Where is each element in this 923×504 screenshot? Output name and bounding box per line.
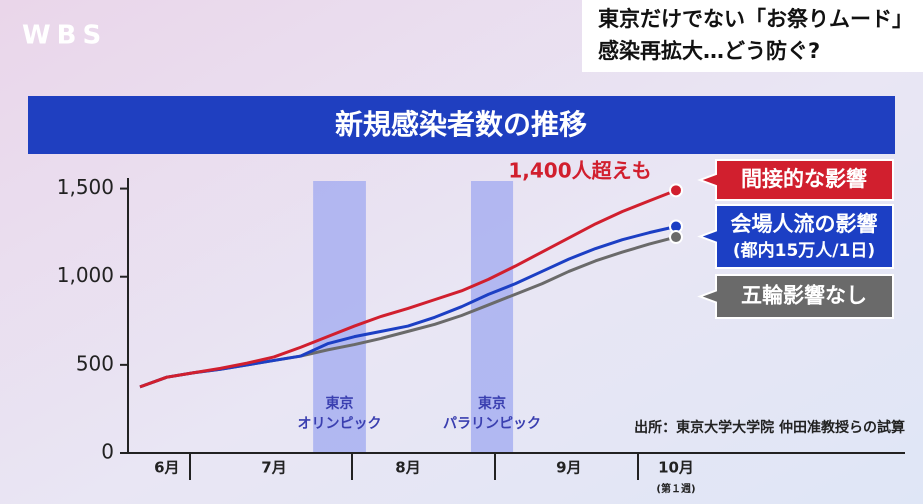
y-tick-label: 1,000 <box>57 263 114 287</box>
legend-label: 間接的な影響 <box>741 167 867 191</box>
series-label-box <box>697 204 894 269</box>
x-tick-label: 10月 <box>658 459 694 477</box>
chart-title: 新規感染者数の推移 <box>335 108 587 141</box>
period-label: 東京 <box>478 395 506 412</box>
legend-label: 五輪影響なし <box>741 284 867 308</box>
end-marker <box>669 183 683 198</box>
x-tick-label: 8月 <box>395 459 420 477</box>
logo: WBS <box>22 21 107 51</box>
headline-box <box>582 0 923 72</box>
y-tick-label: 0 <box>101 440 114 464</box>
x-tick-label: 6月 <box>154 459 179 477</box>
y-tick-label: 1,500 <box>57 175 114 199</box>
series-line <box>139 188 677 389</box>
annotation: 1,400人超えも <box>508 159 651 183</box>
period-label: オリンピック <box>298 416 382 432</box>
x-tick-label: 9月 <box>556 459 581 477</box>
series-label-box <box>697 274 894 319</box>
headline: 東京だけでない「お祭りムード」 <box>598 7 913 31</box>
period-label: パラリンピック <box>443 416 541 432</box>
legend-label: 会場人流の影響 <box>731 212 878 236</box>
headline: 感染再拡大…どう防ぐ? <box>598 39 820 63</box>
x-tick-sublabel: (第１週) <box>656 482 695 495</box>
x-tick-label: 7月 <box>261 459 286 477</box>
series-label-box <box>697 159 894 201</box>
period-label: 東京 <box>326 395 354 412</box>
legend-note: (都内15万人/1日) <box>733 240 875 261</box>
source: 出所：東京大学大学院 仲田准教授らの試算 <box>634 419 905 436</box>
y-tick-label: 500 <box>76 351 114 375</box>
shaded-period <box>313 181 366 453</box>
end-marker <box>669 230 683 245</box>
title-bar <box>28 96 895 154</box>
shaded-period <box>470 181 514 453</box>
